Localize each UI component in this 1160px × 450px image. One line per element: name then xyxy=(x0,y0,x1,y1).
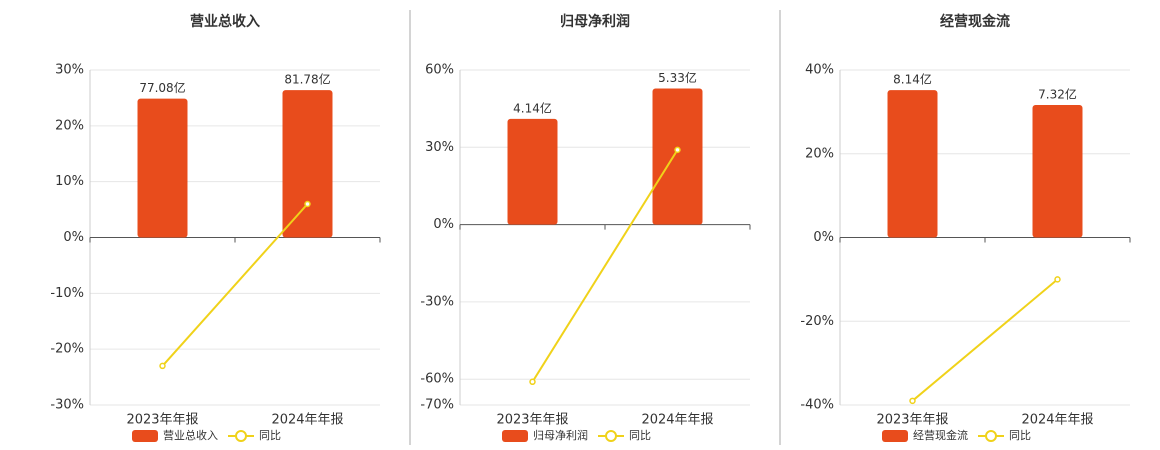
line xyxy=(911,278,1059,402)
legend-marker xyxy=(235,430,247,442)
value-label: 8.14亿 xyxy=(893,72,932,87)
line-point xyxy=(1054,276,1061,283)
value-label: 77.08亿 xyxy=(139,80,185,95)
y-tick-label: 20% xyxy=(805,146,834,161)
y-tick-label: -70% xyxy=(420,398,454,413)
line-point xyxy=(304,200,311,208)
legend-label: 经营现金流 xyxy=(913,428,968,442)
bar xyxy=(652,88,703,225)
y-tick-label: 40% xyxy=(805,63,834,78)
legend-swatch xyxy=(132,430,158,442)
line xyxy=(161,203,309,367)
x-tick-label: 2024年年报 xyxy=(271,413,343,428)
legend-label: 营业总收入 xyxy=(163,428,218,442)
chart-title: 营业总收入 xyxy=(190,13,260,30)
line xyxy=(531,149,679,383)
x-tick-label: 2024年年报 xyxy=(641,413,713,428)
y-tick-label: 20% xyxy=(55,118,84,133)
y-tick-label: -20% xyxy=(800,314,834,329)
legend-swatch xyxy=(882,430,908,442)
legend-label: 同比 xyxy=(259,429,281,442)
value-label: 5.33亿 xyxy=(658,70,697,85)
line-point xyxy=(909,397,916,405)
value-label: 81.78亿 xyxy=(284,72,330,87)
value-label: 4.14亿 xyxy=(513,100,552,115)
y-tick-label: 0% xyxy=(63,230,84,245)
bar xyxy=(507,118,558,225)
line-point xyxy=(674,146,681,154)
y-tick-label: -10% xyxy=(50,286,84,301)
y-tick-label: -20% xyxy=(50,342,84,357)
x-tick-label: 2023年年报 xyxy=(876,413,948,428)
x-tick-label: 2023年年报 xyxy=(496,413,568,428)
value-label: 7.32亿 xyxy=(1038,86,1077,101)
y-tick-label: -30% xyxy=(420,294,454,309)
legend-swatch xyxy=(502,430,528,442)
line-point xyxy=(529,378,536,386)
x-tick-label: 2024年年报 xyxy=(1021,413,1093,428)
y-tick-label: 0% xyxy=(813,230,834,245)
y-tick-label: 30% xyxy=(425,140,454,155)
x-tick-label: 2023年年报 xyxy=(126,413,198,428)
bar xyxy=(137,98,188,238)
bar xyxy=(282,90,333,238)
legend-label: 同比 xyxy=(1009,429,1031,442)
legend-marker xyxy=(605,430,617,442)
y-tick-label: 60% xyxy=(425,63,454,78)
y-tick-label: 30% xyxy=(55,63,84,78)
y-tick-label: -30% xyxy=(50,398,84,413)
y-tick-label: 0% xyxy=(433,217,454,232)
y-tick-label: -40% xyxy=(800,398,834,413)
chart-title: 经营现金流 xyxy=(940,13,1010,30)
y-tick-label: 10% xyxy=(55,174,84,189)
legend-marker xyxy=(985,430,997,442)
legend-label: 归母净利润 xyxy=(533,428,588,442)
legend-label: 同比 xyxy=(629,429,651,442)
bar xyxy=(887,90,938,238)
bar xyxy=(1032,104,1083,238)
chart-title: 归母净利润 xyxy=(560,13,630,30)
line-point xyxy=(159,362,166,370)
y-tick-label: -60% xyxy=(420,372,454,387)
